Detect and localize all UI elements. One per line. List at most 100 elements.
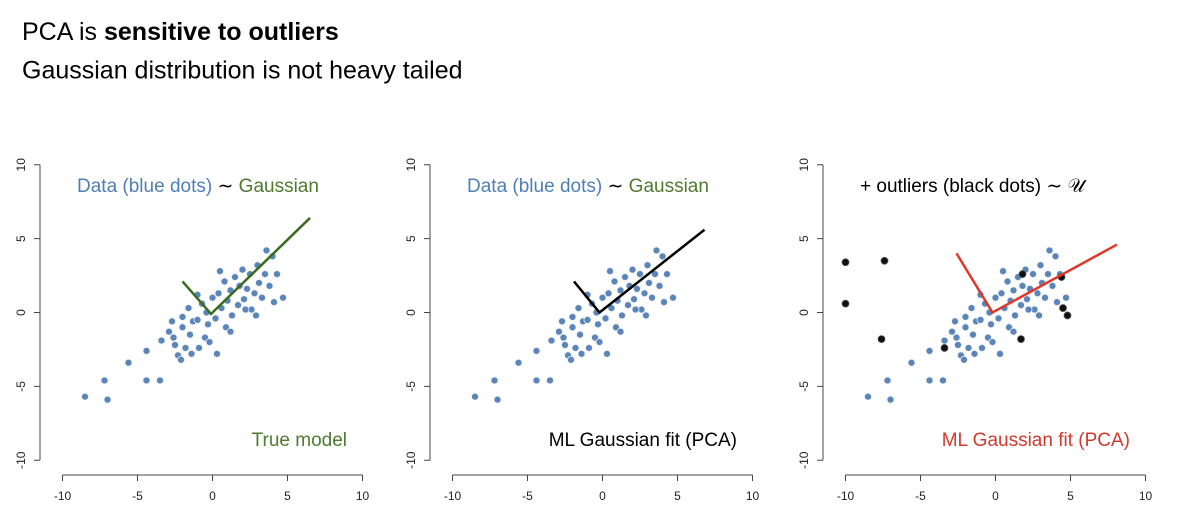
data-point xyxy=(951,317,959,326)
x-tick-label: -5 xyxy=(132,489,143,503)
data-point xyxy=(948,327,956,336)
x-tick-label: -5 xyxy=(522,489,533,503)
data-point xyxy=(925,376,934,385)
data-point xyxy=(205,338,214,346)
data-point xyxy=(168,317,176,326)
data-point xyxy=(987,320,995,329)
data-point xyxy=(996,349,1004,358)
data-point xyxy=(238,265,247,274)
data-point xyxy=(156,376,164,385)
data-point xyxy=(270,298,278,307)
data-point xyxy=(103,395,112,404)
data-point xyxy=(1003,277,1012,286)
y-tick-label: -5 xyxy=(797,381,811,392)
data-point xyxy=(571,344,580,352)
outlier-point xyxy=(1017,335,1025,343)
data-point xyxy=(651,270,659,278)
y-tick-label: 5 xyxy=(14,235,28,242)
data-point xyxy=(187,349,196,358)
data-point xyxy=(211,314,220,323)
data-point xyxy=(1033,289,1042,298)
data-point xyxy=(1029,270,1037,278)
outlier-point xyxy=(1059,304,1067,312)
data-point xyxy=(603,349,611,358)
x-tick-label: 10 xyxy=(1139,489,1153,503)
y-tick-label: 10 xyxy=(797,158,811,172)
data-point xyxy=(1023,295,1031,304)
outlier-point xyxy=(1063,311,1072,320)
outlier-point xyxy=(877,335,886,343)
data-point xyxy=(252,311,260,320)
data-point xyxy=(165,327,173,336)
data-point xyxy=(939,376,947,385)
annotation-bottom-part: ML Gaussian fit (PCA) xyxy=(549,430,737,451)
data-point xyxy=(640,289,649,298)
data-point xyxy=(636,270,644,278)
y-tick-label: 10 xyxy=(404,158,418,172)
data-point xyxy=(178,323,187,332)
data-point xyxy=(265,282,274,290)
data-point xyxy=(1053,298,1061,307)
data-point xyxy=(978,344,986,352)
annotation-bottom: True model xyxy=(252,430,347,451)
data-point xyxy=(216,267,224,276)
data-point xyxy=(1009,327,1018,336)
data-point xyxy=(660,298,668,307)
data-point xyxy=(598,293,607,302)
y-tick-label: -10 xyxy=(14,451,28,469)
data-point xyxy=(1009,286,1018,295)
data-point xyxy=(241,305,250,314)
data-point xyxy=(960,355,968,364)
data-point xyxy=(988,338,997,346)
x-tick-label: 5 xyxy=(1067,489,1074,503)
data-point xyxy=(186,330,194,339)
y-tick-label: -5 xyxy=(14,381,28,392)
data-point xyxy=(585,344,593,352)
data-point xyxy=(208,293,217,302)
y-tick-label: 10 xyxy=(14,158,28,172)
data-point xyxy=(514,358,523,367)
data-point xyxy=(228,311,236,320)
header-normal: PCA is xyxy=(22,18,97,46)
data-point xyxy=(273,270,281,278)
data-point xyxy=(1035,311,1043,320)
x-tick-label: 5 xyxy=(674,489,681,503)
chart-panel: -10 -5 0 5 10 -10 -5 0 5 10 Data (blue dots) ∼ Gau… xyxy=(14,158,369,503)
y-tick-label: -10 xyxy=(797,451,811,469)
data-point xyxy=(925,347,934,355)
data-point xyxy=(610,277,619,286)
data-point xyxy=(631,305,640,314)
annotation-top-part: ∼ xyxy=(217,176,233,197)
data-point xyxy=(262,246,271,255)
annotation-top-part: + outliers (black dots) xyxy=(860,176,1041,197)
y-tick-label: -5 xyxy=(404,381,418,392)
annotation-top-part: Data (blue dots) xyxy=(467,176,602,197)
data-point xyxy=(124,358,133,367)
data-point xyxy=(961,313,970,321)
data-point xyxy=(976,315,985,324)
annotation-top-part: ∼ xyxy=(607,176,623,197)
outlier-point xyxy=(841,299,850,308)
data-point xyxy=(261,270,269,278)
annotation-bottom: ML Gaussian fit (PCA) xyxy=(549,430,737,451)
data-point xyxy=(604,289,613,298)
data-point xyxy=(214,289,223,298)
data-point xyxy=(886,395,895,404)
data-point xyxy=(601,314,610,323)
x-tick-label: -10 xyxy=(444,489,462,503)
data-point xyxy=(628,265,637,274)
data-point xyxy=(471,392,479,401)
data-point xyxy=(532,347,541,355)
data-point xyxy=(1024,305,1033,314)
header-bold: sensitive to outliers xyxy=(104,18,339,46)
data-point xyxy=(1051,252,1060,261)
data-point xyxy=(648,293,656,302)
data-point xyxy=(643,261,652,270)
data-point xyxy=(567,355,575,364)
y-tick-label: 0 xyxy=(14,309,28,316)
data-point xyxy=(616,327,625,336)
x-tick-label: 0 xyxy=(992,489,999,503)
data-point xyxy=(181,344,190,352)
data-point xyxy=(559,333,568,342)
data-point xyxy=(279,293,287,302)
